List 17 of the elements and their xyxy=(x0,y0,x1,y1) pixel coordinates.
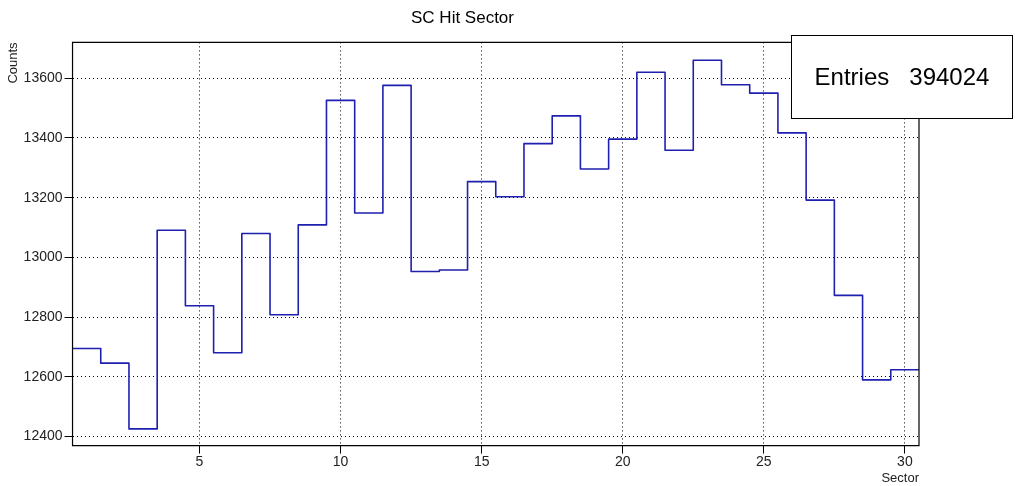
y-tick-label: 13400 xyxy=(23,128,63,145)
chart-title: SC Hit Sector xyxy=(411,7,515,27)
y-tick-label: 12600 xyxy=(23,367,63,384)
y-tick-label: 13200 xyxy=(23,188,63,205)
x-tick-label: 20 xyxy=(614,452,631,469)
y-tick-label: 13000 xyxy=(23,248,63,265)
x-tick-label: 30 xyxy=(897,452,913,469)
y-tick-label: 13600 xyxy=(23,69,63,86)
x-tick-label: 25 xyxy=(756,452,772,469)
x-tick-label: 15 xyxy=(473,452,490,469)
x-tick-label: 10 xyxy=(332,452,349,469)
x-axis-title: Sector xyxy=(881,469,920,485)
y-tick-label: 12800 xyxy=(23,308,63,325)
y-tick-label: 12400 xyxy=(23,427,63,444)
annotation: Entries 394024 xyxy=(791,35,1013,119)
x-tick-label: 5 xyxy=(195,452,204,469)
y-axis-title: Counts xyxy=(5,41,21,84)
